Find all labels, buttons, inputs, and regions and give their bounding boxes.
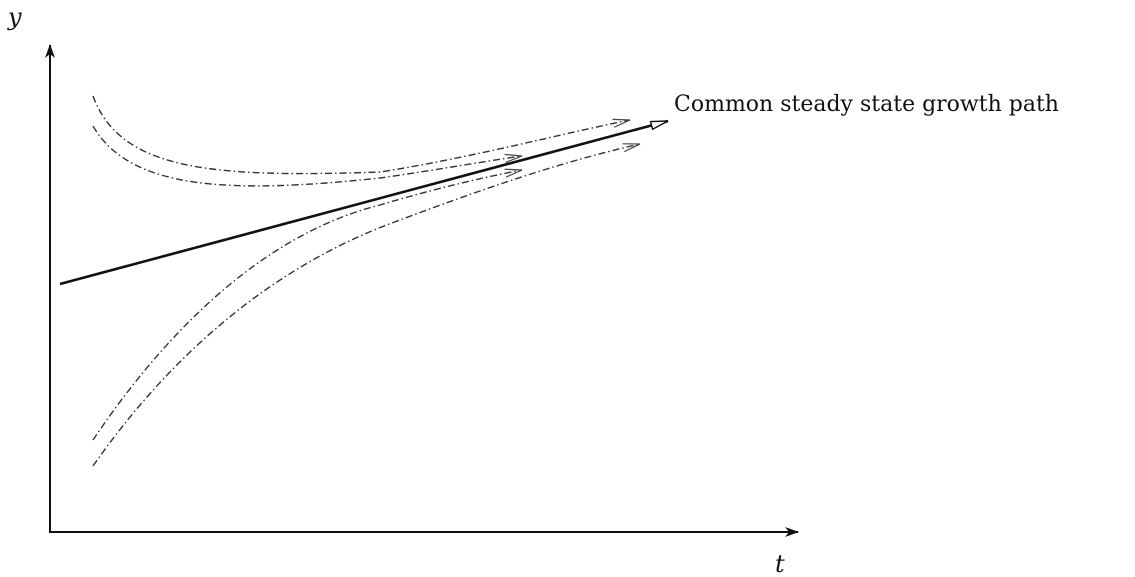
x-axis-label: t [775,550,785,577]
y-axis-label: y [7,3,22,31]
transition-path-above-2 [92,125,523,187]
transition-path-above-1 [92,95,631,175]
steady-state-label: Common steady state growth path [674,92,1059,117]
steady-state-path [59,119,669,286]
transition-path-below-2 [92,143,641,467]
transition-path-below-1 [92,168,523,441]
